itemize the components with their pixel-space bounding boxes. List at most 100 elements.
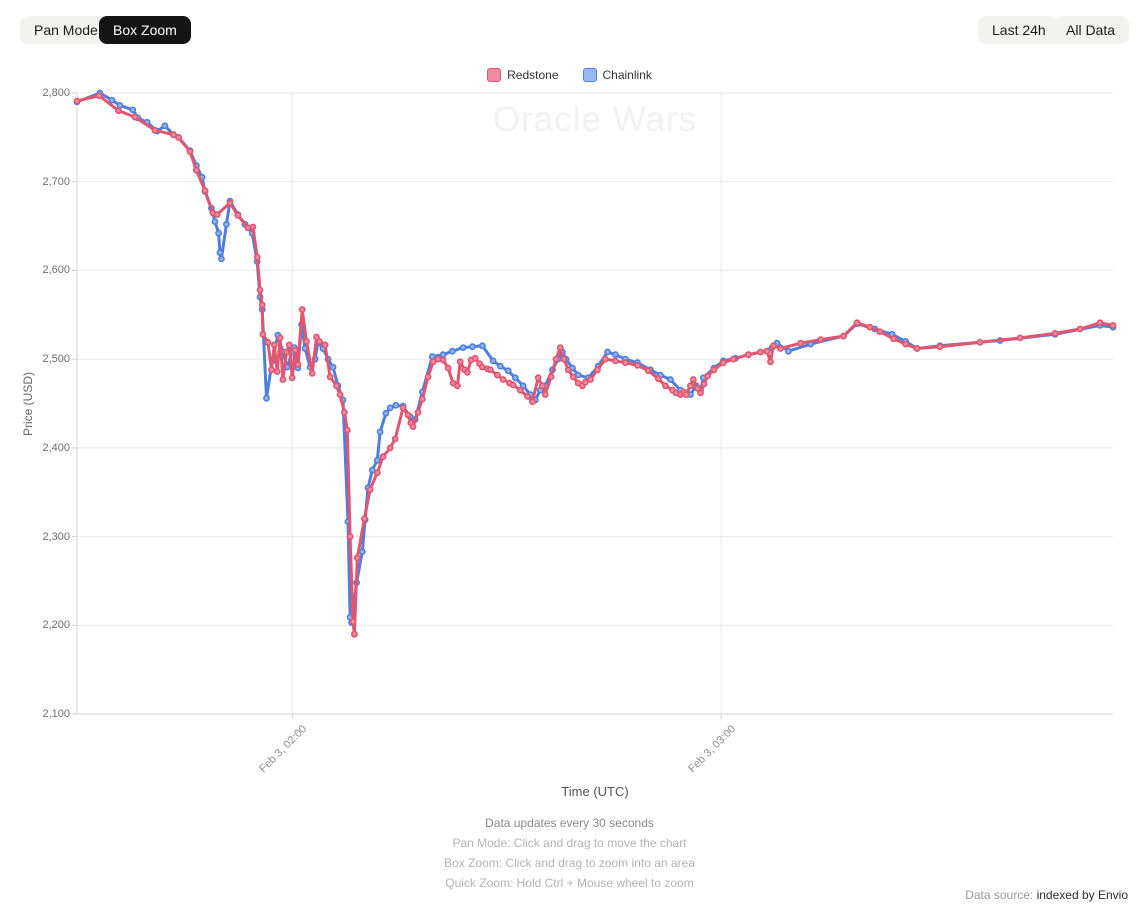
box-zoom-button[interactable]: Box Zoom [99, 16, 191, 44]
redstone-point [777, 345, 784, 352]
redstone-point [564, 366, 572, 374]
chainlink-line [75, 91, 1115, 625]
redstone-point [682, 391, 690, 398]
redstone-point [516, 386, 524, 394]
data-source: Data source: indexed by Envio [965, 888, 1128, 902]
redstone-point [353, 554, 361, 562]
chart-legend: Redstone Chainlink [0, 68, 1139, 82]
chainlink-point [478, 342, 486, 350]
chainlink-legend-label: Chainlink [602, 68, 652, 82]
chainlink-point [376, 428, 384, 436]
redstone-point [249, 223, 257, 231]
redstone-point [321, 341, 329, 349]
redstone-point [326, 373, 334, 381]
redstone-point [276, 334, 284, 342]
redstone-point [763, 347, 771, 355]
redstone-point [1109, 321, 1117, 329]
redstone-point [936, 343, 944, 351]
redstone-point [399, 404, 407, 412]
chainlink-point [382, 409, 390, 417]
redstone-point [1076, 325, 1084, 333]
pan-mode-button[interactable]: Pan Mode [20, 16, 112, 44]
redstone-point [259, 330, 267, 338]
all-data-button[interactable]: All Data [1052, 16, 1130, 44]
redstone-point [456, 358, 464, 366]
y-axis-tick-label: 2,600 [42, 264, 70, 277]
chainlink-point [263, 394, 270, 402]
redstone-point [729, 355, 737, 363]
redstone-point [258, 301, 266, 309]
redstone-point [552, 355, 560, 363]
y-axis-title: Price (USD) [21, 372, 35, 437]
price-chart[interactable] [0, 0, 1139, 800]
redstone-point [234, 211, 242, 219]
redstone-point [913, 345, 921, 352]
chainlink-point [489, 357, 497, 365]
redstone-point [409, 423, 417, 430]
redstone-legend-label: Redstone [507, 68, 559, 82]
redstone-point [689, 376, 697, 383]
redstone-point [273, 368, 281, 375]
redstone-point [745, 351, 752, 359]
redstone-point [73, 97, 81, 105]
redstone-point [876, 328, 884, 335]
redstone-point [463, 368, 471, 376]
redstone-point [213, 211, 221, 218]
redstone-point [386, 444, 394, 452]
redstone-point [547, 373, 555, 381]
redstone-point [131, 113, 139, 121]
watermark-title: Oracle Wars [492, 100, 698, 139]
redstone-point [360, 515, 368, 523]
chainlink-point [448, 347, 456, 355]
update-interval-note: Data updates every 30 seconds [485, 816, 654, 830]
redstone-point [264, 338, 272, 346]
redstone-point [866, 323, 874, 331]
redstone-point [391, 435, 399, 443]
redstone-point [509, 381, 517, 389]
redstone-point [704, 372, 711, 380]
chainlink-point [386, 404, 394, 412]
redstone-point [757, 348, 764, 356]
redstone-point [587, 376, 594, 383]
redstone-point [569, 373, 577, 381]
redstone-point [853, 319, 861, 327]
redstone-point [770, 342, 777, 350]
chainlink-point [496, 362, 504, 370]
redstone-point [1051, 329, 1059, 337]
redstone-point [767, 358, 774, 366]
redstone-point [602, 355, 609, 363]
legend-item-chainlink[interactable]: Chainlink [582, 68, 652, 82]
redstone-point [471, 354, 479, 362]
legend-item-redstone[interactable]: Redstone [487, 68, 559, 82]
chainlink-point [468, 343, 476, 351]
redstone-point [192, 166, 200, 174]
redstone-point [288, 374, 296, 382]
chainlink-legend-marker-icon [582, 68, 597, 82]
redstone-point [694, 384, 701, 392]
redstone-point [151, 126, 159, 134]
redstone-point [493, 371, 501, 379]
last-24h-button[interactable]: Last 24h [978, 16, 1060, 44]
redstone-point [486, 366, 494, 374]
redstone-point [1016, 334, 1024, 342]
redstone-point [349, 618, 357, 626]
redstone-point [594, 366, 601, 374]
redstone-point [1096, 319, 1104, 327]
data-source-link[interactable]: indexed by Envio [1036, 888, 1128, 902]
redstone-point [634, 361, 641, 369]
chainlink-point [358, 548, 366, 556]
chainlink-point [785, 347, 792, 355]
redstone-point [700, 380, 708, 388]
redstone-point [298, 306, 306, 313]
redstone-point [404, 411, 412, 419]
redstone-line [75, 94, 1115, 636]
y-axis-tick-label: 2,200 [42, 619, 70, 632]
redstone-point [644, 367, 652, 375]
redstone-point [270, 341, 278, 349]
chainlink-point [211, 218, 219, 225]
redstone-point [797, 339, 804, 347]
redstone-point [268, 366, 275, 374]
redstone-point [414, 408, 422, 416]
redstone-point [560, 355, 568, 363]
